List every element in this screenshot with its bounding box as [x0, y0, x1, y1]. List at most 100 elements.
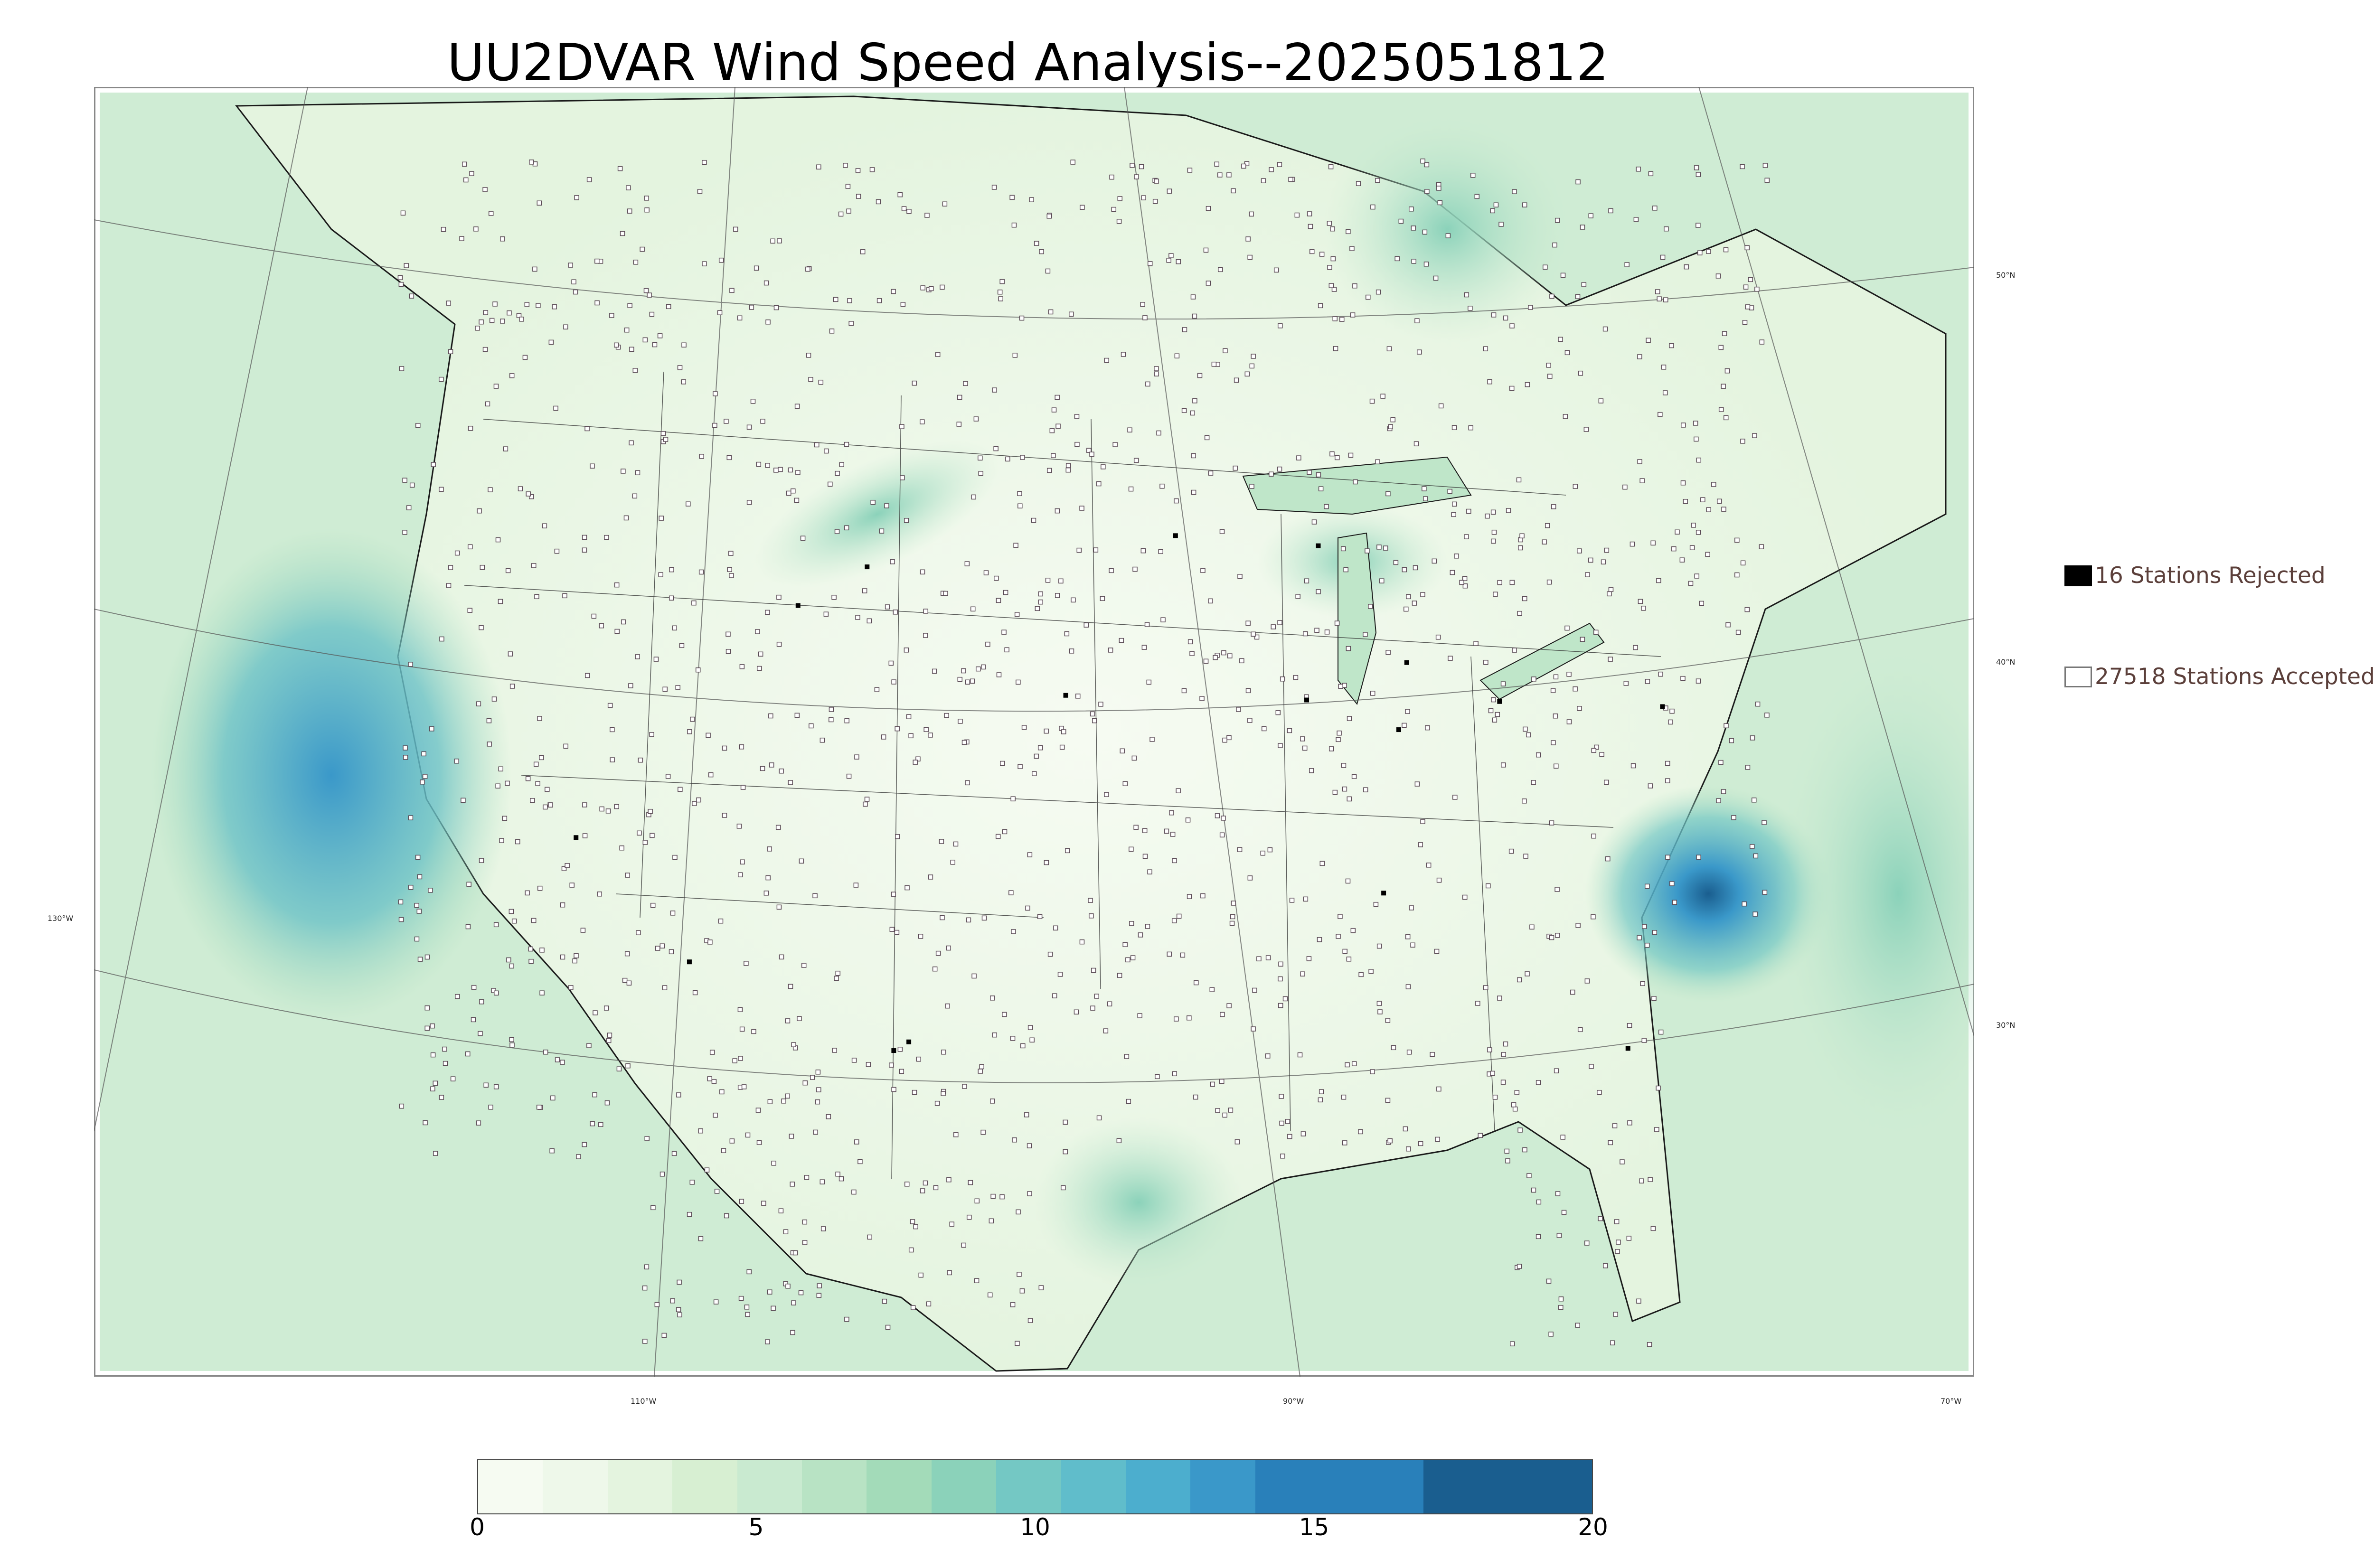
station-accepted-marker	[605, 808, 611, 814]
station-accepted-marker	[1142, 828, 1148, 833]
station-accepted-marker	[455, 994, 460, 999]
station-accepted-marker	[1740, 164, 1745, 169]
station-accepted-marker	[788, 984, 793, 989]
station-accepted-marker	[1436, 1086, 1441, 1092]
station-accepted-marker	[563, 743, 568, 749]
station-accepted-marker	[1345, 878, 1351, 884]
station-accepted-marker	[1107, 1001, 1112, 1006]
station-accepted-marker	[848, 321, 854, 326]
station-accepted-marker	[1723, 247, 1729, 253]
station-accepted-marker	[424, 1005, 430, 1011]
station-accepted-marker	[1669, 881, 1675, 886]
station-accepted-marker	[1517, 1127, 1523, 1133]
station-accepted-marker	[1393, 560, 1399, 565]
station-accepted-marker	[1601, 559, 1606, 564]
station-accepted-marker	[862, 588, 867, 593]
station-accepted-marker	[697, 189, 703, 194]
station-accepted-marker	[625, 873, 630, 878]
station-accepted-marker	[1424, 162, 1430, 168]
station-accepted-marker	[1348, 452, 1354, 458]
station-accepted-marker	[844, 441, 849, 447]
station-accepted-marker	[666, 304, 671, 310]
station-accepted-marker	[1278, 961, 1283, 967]
station-accepted-marker	[1234, 377, 1239, 383]
station-accepted-marker	[904, 885, 910, 891]
station-accepted-marker	[591, 613, 597, 619]
station-accepted-marker	[1669, 343, 1674, 348]
station-accepted-marker	[1251, 354, 1256, 359]
station-accepted-marker	[1645, 883, 1650, 889]
station-accepted-marker	[1406, 1146, 1411, 1152]
station-accepted-marker	[1300, 1131, 1306, 1136]
station-accepted-marker	[698, 1236, 704, 1241]
station-accepted-marker	[1237, 574, 1243, 579]
station-accepted-marker	[676, 1092, 681, 1098]
station-accepted-marker	[1553, 763, 1559, 769]
colorbar-segment	[737, 1460, 802, 1513]
station-accepted-marker	[706, 732, 711, 738]
station-accepted-marker	[1485, 883, 1491, 889]
station-accepted-marker	[707, 939, 713, 945]
station-accepted-marker	[802, 1219, 808, 1225]
station-accepted-marker	[644, 196, 649, 201]
station-accepted-marker	[1088, 898, 1093, 903]
station-accepted-marker	[482, 347, 488, 352]
station-accepted-marker	[942, 201, 948, 207]
station-accepted-marker	[1220, 1012, 1225, 1017]
station-accepted-marker	[1549, 293, 1554, 299]
station-accepted-marker	[1376, 1001, 1382, 1006]
station-accepted-marker	[665, 774, 671, 779]
station-accepted-marker	[1608, 1140, 1613, 1145]
station-accepted-marker	[406, 505, 412, 510]
station-accepted-marker	[696, 797, 701, 803]
station-accepted-marker	[1510, 1341, 1515, 1347]
station-rejected-marker	[1381, 891, 1386, 896]
station-accepted-marker	[509, 684, 515, 689]
station-accepted-marker	[1426, 863, 1432, 868]
station-accepted-marker	[1351, 1061, 1357, 1066]
station-accepted-marker	[431, 462, 436, 467]
station-accepted-marker	[644, 207, 650, 213]
station-accepted-marker	[633, 259, 639, 265]
station-accepted-marker	[632, 493, 638, 499]
station-accepted-marker	[1237, 847, 1243, 852]
station-accepted-marker	[1119, 638, 1124, 643]
station-accepted-marker	[1239, 658, 1244, 664]
station-accepted-marker	[1296, 455, 1301, 460]
station-accepted-marker	[949, 1221, 955, 1227]
station-accepted-marker	[1236, 707, 1241, 712]
station-accepted-marker	[916, 1056, 921, 1062]
station-accepted-marker	[614, 629, 620, 634]
station-accepted-marker	[582, 833, 588, 838]
station-accepted-marker	[1656, 578, 1661, 583]
station-accepted-marker	[1416, 349, 1422, 355]
station-accepted-marker	[1140, 302, 1145, 307]
station-accepted-marker	[718, 918, 724, 924]
station-accepted-marker	[1546, 579, 1552, 585]
station-rejected-marker	[865, 564, 870, 570]
station-accepted-marker	[1517, 1264, 1522, 1269]
station-accepted-marker	[1546, 363, 1551, 368]
station-accepted-marker	[1411, 259, 1416, 264]
station-accepted-marker	[1575, 179, 1581, 185]
station-accepted-marker	[856, 194, 861, 199]
station-accepted-marker	[846, 773, 852, 779]
station-accepted-marker	[1012, 1137, 1017, 1143]
station-accepted-marker	[1027, 1318, 1033, 1323]
station-accepted-marker	[677, 1279, 682, 1285]
station-accepted-marker	[1694, 573, 1699, 579]
station-accepted-marker	[826, 1114, 831, 1119]
rejected-swatch	[2064, 565, 2092, 586]
station-accepted-marker	[489, 318, 495, 323]
station-accepted-marker	[462, 161, 467, 167]
station-accepted-marker	[1046, 214, 1052, 219]
station-accepted-marker	[1573, 686, 1578, 692]
station-accepted-marker	[659, 943, 665, 948]
station-accepted-marker	[509, 909, 514, 914]
station-accepted-marker	[854, 1139, 859, 1145]
station-accepted-marker	[881, 734, 886, 740]
station-accepted-marker	[1174, 353, 1180, 358]
station-rejected-marker	[1625, 1046, 1630, 1051]
station-accepted-marker	[1688, 581, 1694, 586]
station-accepted-marker	[1683, 498, 1688, 504]
